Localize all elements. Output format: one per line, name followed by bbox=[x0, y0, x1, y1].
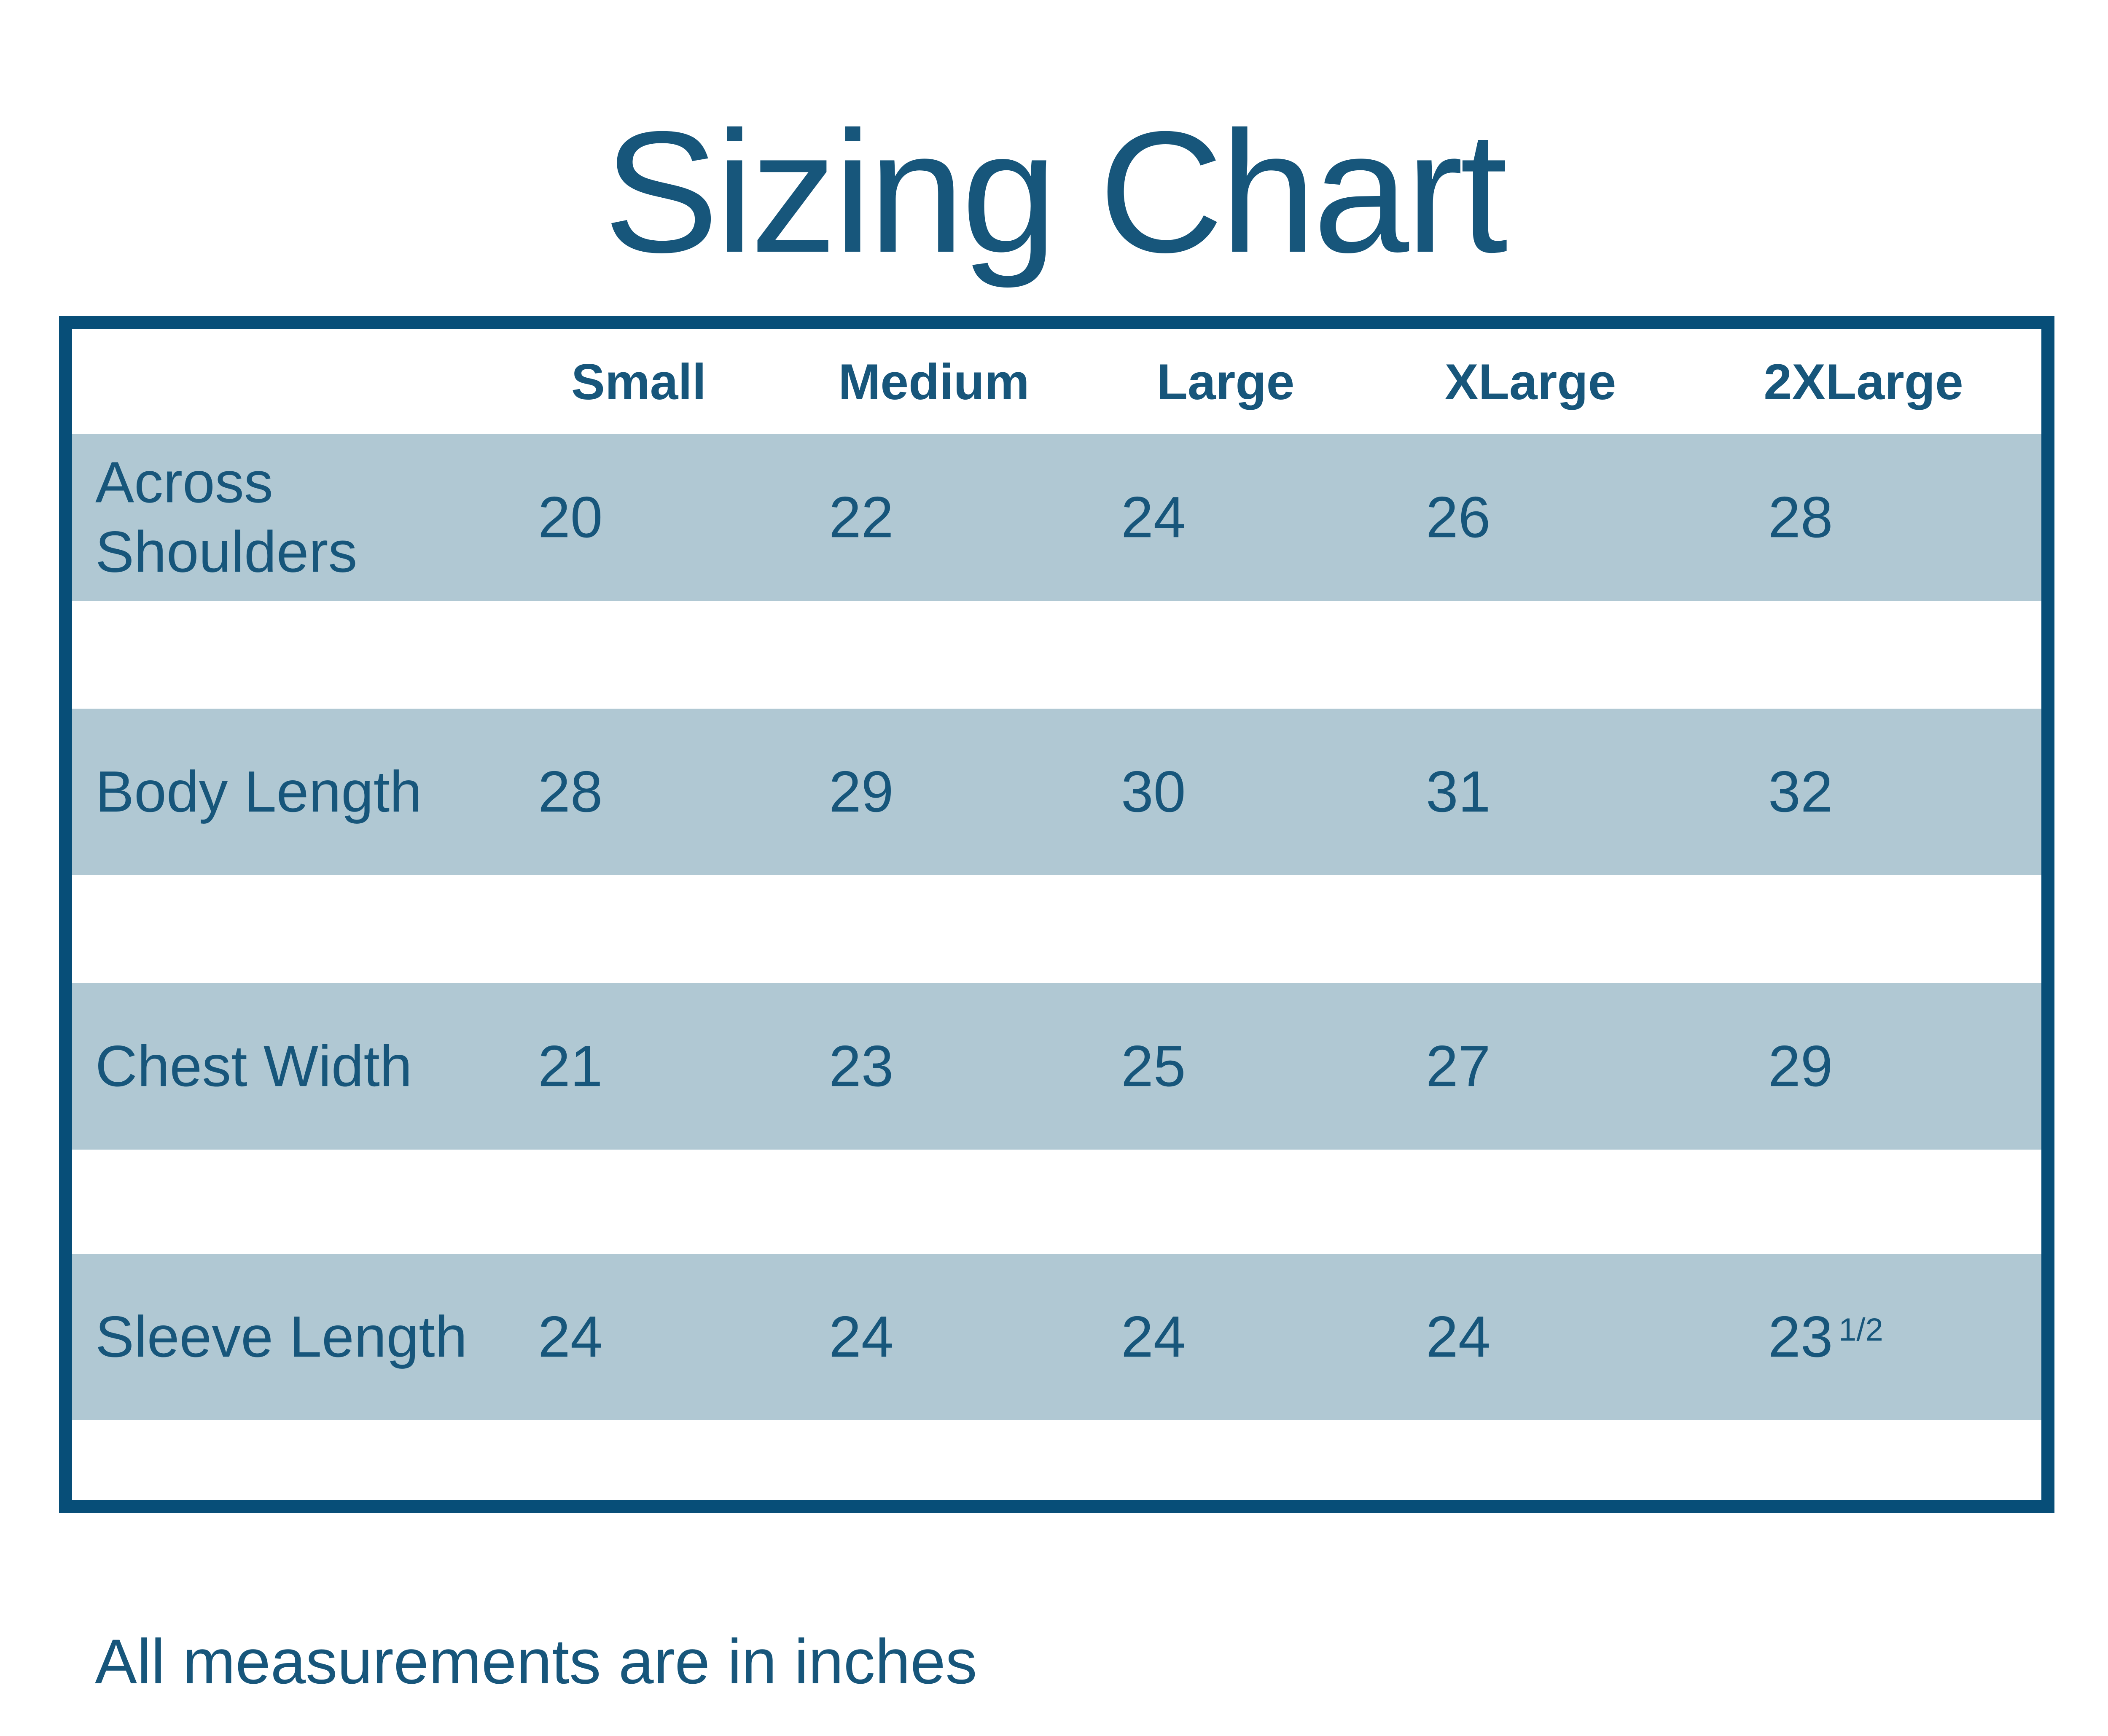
cell-chest-width-2xlarge: 29 bbox=[1768, 1033, 1833, 1099]
cell-body-length-2xlarge: 32 bbox=[1768, 759, 1833, 824]
column-header-medium: Medium bbox=[838, 353, 1030, 410]
row-label-line: Shoulders bbox=[95, 519, 358, 585]
cell-sleeve-length-2xlarge: 23 1/2 bbox=[1768, 1302, 1883, 1372]
cell-body-length-small: 28 bbox=[538, 759, 603, 824]
header-row: Small Medium Large XLarge 2XLarge bbox=[72, 329, 2041, 434]
cell-across-shoulders-xlarge: 26 bbox=[1426, 484, 1491, 550]
table-row-chest-width: Chest Width 21 23 25 27 29 bbox=[72, 983, 2041, 1150]
cell-sleeve-length-large: 24 bbox=[1121, 1304, 1186, 1369]
sizing-table: Small Medium Large XLarge 2XLarge Across… bbox=[59, 316, 2054, 1513]
cell-across-shoulders-large: 24 bbox=[1121, 484, 1186, 550]
column-header-xlarge: XLarge bbox=[1444, 353, 1616, 410]
row-label-sleeve-length: Sleeve Length bbox=[95, 1304, 468, 1369]
row-label-across-shoulders: Across Shoulders bbox=[95, 448, 357, 587]
table-row-body-length: Body Length 28 29 30 31 32 bbox=[72, 709, 2041, 875]
half-fraction-sup: 1/2 bbox=[1839, 1311, 1883, 1348]
cell-value: 23 bbox=[1768, 1304, 1833, 1369]
cell-chest-width-xlarge: 27 bbox=[1426, 1033, 1491, 1099]
sizing-table-inner: Small Medium Large XLarge 2XLarge Across… bbox=[72, 329, 2041, 1500]
measurements-footnote: All measurements are in inches bbox=[95, 1626, 977, 1697]
page-title: Sizing Chart bbox=[603, 95, 1508, 288]
cell-body-length-large: 30 bbox=[1121, 759, 1186, 824]
column-header-large: Large bbox=[1156, 353, 1295, 410]
cell-across-shoulders-small: 20 bbox=[538, 484, 603, 550]
table-row-sleeve-length: Sleeve Length 24 24 24 24 23 1/2 bbox=[72, 1254, 2041, 1420]
cell-sleeve-length-medium: 24 bbox=[829, 1304, 894, 1369]
cell-across-shoulders-2xlarge: 28 bbox=[1768, 484, 1833, 550]
cell-chest-width-large: 25 bbox=[1121, 1033, 1186, 1099]
cell-body-length-medium: 29 bbox=[829, 759, 894, 824]
cell-sleeve-length-small: 24 bbox=[538, 1304, 603, 1369]
cell-body-length-xlarge: 31 bbox=[1426, 759, 1491, 824]
table-row-across-shoulders: Across Shoulders 20 22 24 26 28 bbox=[72, 434, 2041, 601]
cell-chest-width-small: 21 bbox=[538, 1033, 603, 1099]
column-header-small: Small bbox=[571, 353, 707, 410]
row-label-body-length: Body Length bbox=[95, 759, 422, 824]
row-label-line: Across bbox=[95, 449, 273, 515]
row-label-chest-width: Chest Width bbox=[95, 1033, 412, 1099]
cell-across-shoulders-medium: 22 bbox=[829, 484, 894, 550]
column-header-2xlarge: 2XLarge bbox=[1764, 353, 1963, 410]
cell-sleeve-length-xlarge: 24 bbox=[1426, 1304, 1491, 1369]
cell-chest-width-medium: 23 bbox=[829, 1033, 894, 1099]
